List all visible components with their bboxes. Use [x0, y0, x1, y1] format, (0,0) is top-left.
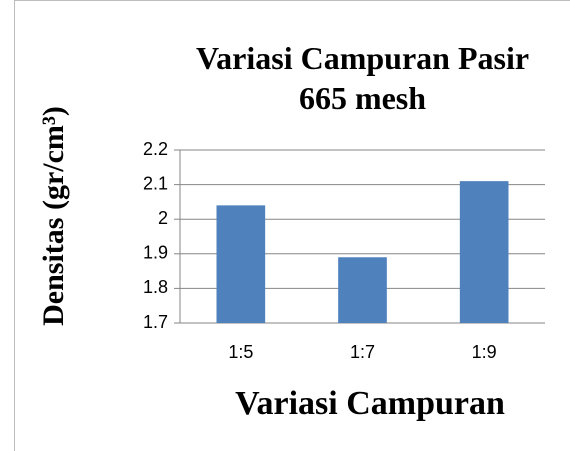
y-tick-label: 2.1	[143, 173, 168, 193]
x-tick-label: 1:5	[228, 342, 253, 362]
y-tick-label: 2	[158, 208, 168, 228]
y-tick-label: 2.2	[143, 139, 168, 159]
chart-title: Variasi Campuran Pasir 665 mesh	[195, 40, 530, 116]
y-axis-label: Densitas (gr/cm³)	[37, 106, 70, 326]
bar	[338, 257, 387, 323]
y-tick-label: 1.7	[143, 312, 168, 332]
y-tick-label: 1.8	[143, 277, 168, 297]
x-tick-label: 1:7	[350, 342, 375, 362]
bar	[216, 205, 266, 323]
x-tick-label: 1:9	[472, 342, 497, 362]
x-axis-label: Variasi Campuran	[235, 385, 505, 422]
y-tick-label: 1.9	[143, 243, 168, 263]
bar	[459, 181, 509, 323]
chart-border	[14, 0, 570, 451]
